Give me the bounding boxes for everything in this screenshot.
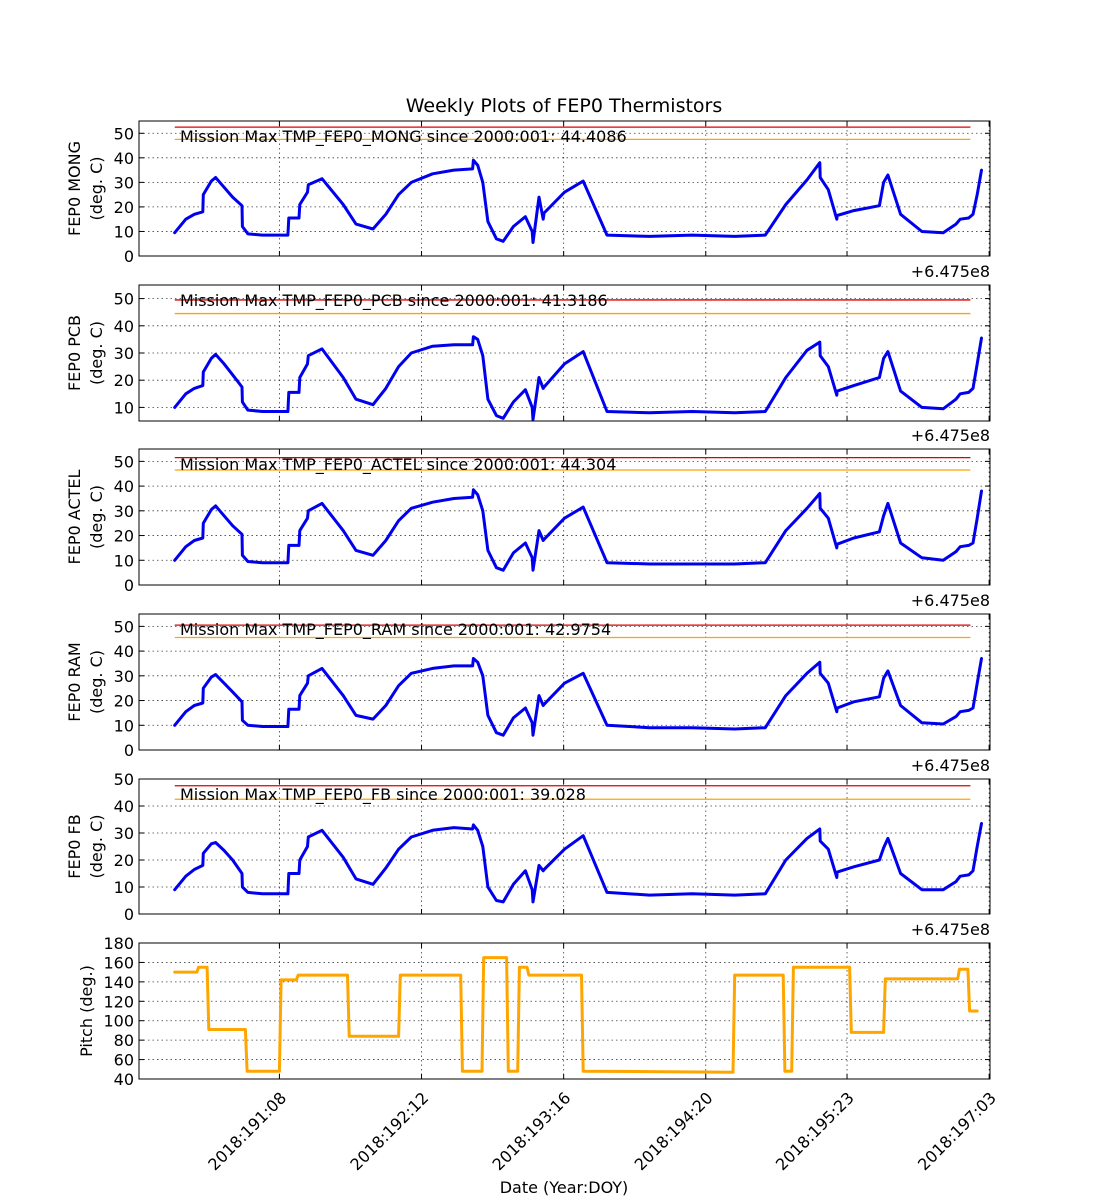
y-tick-label: 40 [114, 149, 134, 168]
y-tick-label: 0 [124, 247, 134, 266]
y-axis-label: (deg. C) [87, 650, 106, 714]
mission-max-annotation: Mission Max TMP_FEP0_ACTEL since 2000:00… [180, 455, 616, 475]
panel-1: 0 10 20 30 40 50 Mission Max TMP_FEP0_MONG sin… [65, 120, 991, 266]
y-tick-label: 30 [114, 502, 134, 521]
x-tick-label: 2018:192:12 [346, 1088, 432, 1174]
axes-frame [138, 284, 991, 422]
y-tick-label: 40 [114, 642, 134, 661]
y-tick-label: 20 [114, 527, 134, 546]
mission-max-annotation: Mission Max TMP_FEP0_FB since 2000:001: … [180, 785, 586, 805]
y-tick-label: 20 [114, 851, 134, 870]
y-axis-label: FEP0 FB [65, 814, 84, 878]
y-axis-label: (deg. C) [87, 321, 106, 385]
y-tick-label: 20 [114, 198, 134, 217]
data-series-line [173, 822, 983, 904]
y-tick-label: 30 [114, 344, 134, 363]
axes-frame [138, 942, 991, 1080]
y-tick-label: 40 [114, 797, 134, 816]
y-tick-label: 40 [114, 477, 134, 496]
panel-3: 0 10 20 30 40 50 Mission Max TMP_FEP0_ACTEL si… [65, 426, 991, 595]
panel-5: 0 10 20 30 40 50 Mission Max TMP_FEP0_FB since… [65, 756, 991, 924]
y-tick-label: 0 [124, 741, 134, 760]
y-tick-label: 10 [114, 398, 134, 417]
x-tick-label: 2018:193:16 [489, 1088, 575, 1174]
y-axis-label: FEP0 MONG [65, 141, 84, 236]
x-tick-label: 2018:194:20 [631, 1088, 717, 1174]
y-tick-label: 180 [103, 934, 134, 953]
y-tick-label: 10 [114, 878, 134, 897]
y-axis-label: (deg. C) [87, 485, 106, 549]
axes-frame [138, 120, 991, 257]
y-tick-label: 80 [114, 1031, 134, 1050]
y-tick-label: 50 [114, 452, 134, 471]
panel-4: 0 10 20 30 40 50 Mission Max TMP_FEP0_RAM sinc… [65, 591, 991, 760]
x-offset-label: +6.475e8 [911, 920, 990, 939]
y-tick-label: 140 [103, 973, 134, 992]
panels-group: 0 10 20 30 40 50 Mission Max TMP_FEP0_MONG sin… [65, 120, 991, 1089]
x-tick-label: 2018:197:03 [914, 1088, 1000, 1174]
mission-max-annotation: Mission Max TMP_FEP0_RAM since 2000:001:… [180, 620, 611, 640]
panel-2: 10 20 30 40 50 Mission Max TMP_FEP0_PCB since… [65, 262, 991, 422]
x-tick-label: 2018:195:23 [772, 1088, 858, 1174]
y-tick-label: 30 [114, 173, 134, 192]
data-series-line [173, 956, 979, 1074]
y-tick-label: 50 [114, 290, 134, 309]
y-tick-label: 40 [114, 317, 134, 336]
y-axis-label: FEP0 ACTEL [65, 469, 84, 564]
y-tick-label: 30 [114, 667, 134, 686]
y-axis-label: FEP0 PCB [65, 315, 84, 391]
axes-frame [138, 448, 991, 586]
data-series-line [173, 488, 983, 572]
x-offset-label: +6.475e8 [911, 591, 990, 610]
y-tick-label: 40 [114, 1070, 134, 1089]
x-offset-label: +6.475e8 [911, 756, 990, 775]
y-tick-label: 50 [114, 124, 134, 143]
y-axis-label: (deg. C) [87, 157, 106, 221]
x-offset-label: +6.475e8 [911, 426, 990, 445]
y-axis-label: (deg. C) [87, 815, 106, 879]
y-tick-label: 20 [114, 371, 134, 390]
data-series-line [173, 335, 983, 422]
x-axis-label: Date (Year:DOY) [500, 1178, 629, 1197]
y-tick-label: 160 [103, 953, 134, 972]
axes-frame [138, 613, 991, 751]
y-tick-label: 30 [114, 824, 134, 843]
y-tick-label: 50 [114, 617, 134, 636]
y-axis-label: FEP0 RAM [65, 642, 84, 721]
axes-frame [138, 778, 991, 915]
y-tick-label: 60 [114, 1051, 134, 1070]
y-tick-label: 10 [114, 716, 134, 735]
y-tick-label: 0 [124, 576, 134, 595]
mission-max-annotation: Mission Max TMP_FEP0_PCB since 2000:001:… [180, 291, 608, 311]
x-tick-label: 2018:191:08 [204, 1088, 290, 1174]
y-tick-label: 10 [114, 222, 134, 241]
figure-title: Weekly Plots of FEP0 Thermistors [406, 95, 723, 117]
data-series-line [173, 657, 983, 737]
y-tick-label: 120 [103, 992, 134, 1011]
y-tick-label: 10 [114, 551, 134, 570]
mission-max-annotation: Mission Max TMP_FEP0_MONG since 2000:001… [180, 127, 627, 147]
y-axis-label: Pitch (deg.) [77, 965, 96, 1057]
y-tick-label: 20 [114, 692, 134, 711]
x-offset-label: +6.475e8 [911, 262, 990, 281]
y-tick-label: 100 [103, 1012, 134, 1031]
y-tick-label: 0 [124, 905, 134, 924]
data-series-line [173, 158, 983, 244]
x-axis-ticks: 2018:191:08 2018:192:12 2018:193:16 2018:19… [204, 1088, 1000, 1174]
y-tick-label: 50 [114, 770, 134, 789]
